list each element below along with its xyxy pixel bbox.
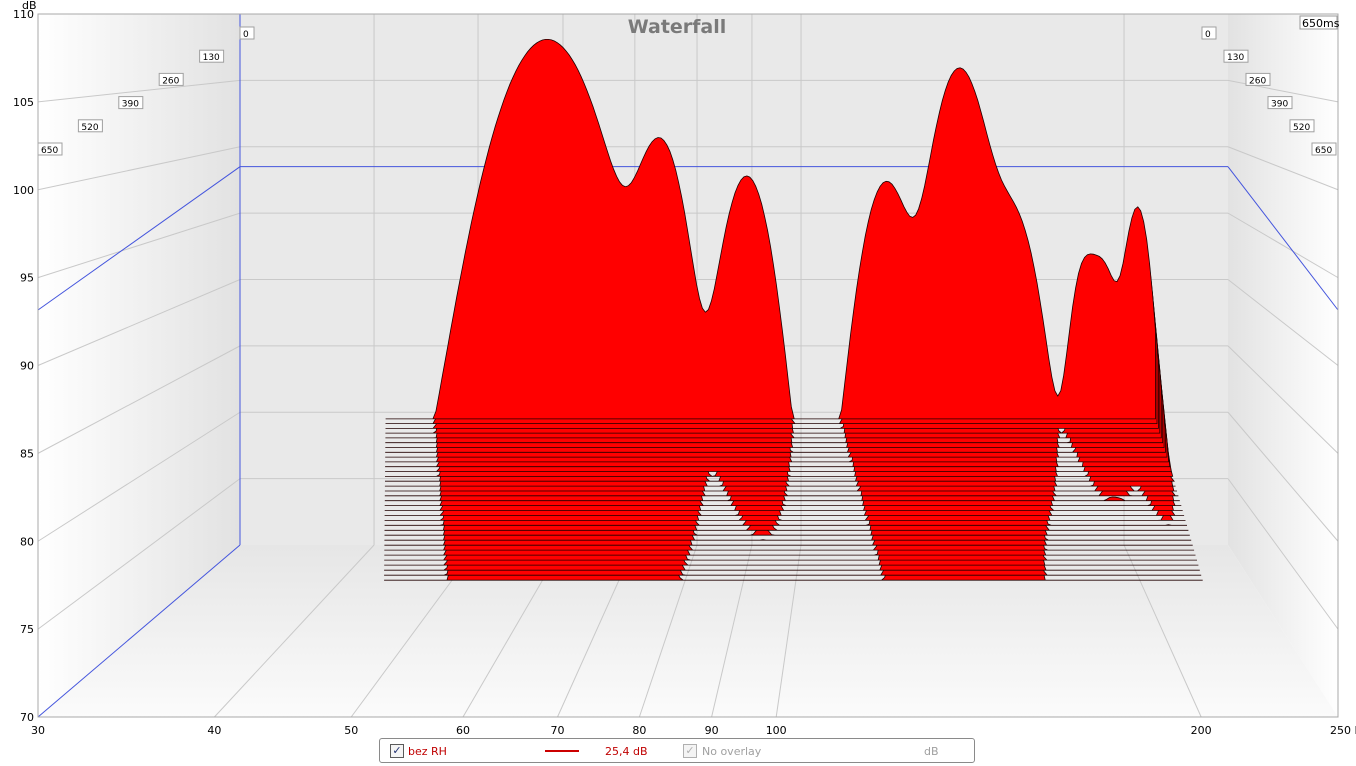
svg-text:650: 650: [1315, 146, 1332, 156]
y-tick-label: 85: [20, 447, 34, 460]
time-tick-right: 520: [1289, 119, 1315, 133]
y-tick-label: 70: [20, 711, 34, 724]
x-tick-label: 60: [456, 724, 470, 737]
svg-text:650ms: 650ms: [1302, 17, 1340, 30]
svg-text:520: 520: [81, 123, 98, 133]
chart-title: Waterfall: [628, 16, 727, 38]
chart-frame: [37, 13, 1339, 718]
time-tick-right: 130: [1223, 49, 1249, 63]
left-wall: [38, 14, 240, 717]
time-unit-box: 650ms: [1299, 15, 1340, 30]
x-tick-label: 100: [766, 724, 787, 737]
y-tick-label: 100: [13, 184, 34, 197]
time-tick-right: 650: [1311, 142, 1337, 156]
time-tick-left: 390: [118, 96, 144, 110]
legend-bar: ✓ bez RH 25,4 dB ✓ No overlay dB: [379, 738, 975, 763]
right-wall: [1228, 14, 1338, 717]
x-tick-label: 70: [551, 724, 565, 737]
y-axis-ticks: 110 105 100 95 90 85 80 75 70: [13, 8, 34, 724]
x-tick-label: 200: [1191, 724, 1212, 737]
x-axis-ticks: 30 40 50 60 70 80 90 100 200 250 Hz: [31, 724, 1356, 737]
time-tick-right: 390: [1267, 96, 1293, 110]
time-tick-left: 650: [37, 142, 63, 156]
series-label: bez RH: [408, 745, 447, 758]
x-tick-label: 80: [632, 724, 646, 737]
svg-text:130: 130: [1227, 53, 1244, 63]
y-tick-label: 95: [20, 272, 34, 285]
svg-text:0: 0: [243, 30, 249, 40]
svg-text:260: 260: [162, 76, 179, 86]
series-line-swatch: [545, 750, 579, 752]
svg-text:390: 390: [1271, 100, 1288, 110]
time-zero-frame: [37, 14, 1339, 718]
y-tick-label: 110: [13, 8, 34, 21]
waterfall-slices: [384, 39, 1203, 581]
time-tick-left: 130: [199, 49, 225, 63]
time-tick-left: 520: [77, 119, 103, 133]
svg-text:390: 390: [122, 100, 139, 110]
x-tick-label: 50: [344, 724, 358, 737]
time-tick-right: 0: [1201, 26, 1217, 40]
y-tick-label: 75: [20, 623, 34, 636]
time-axis-ticks: 0 130 260 390 520 650 0 130 260 390 520 650: [37, 26, 1337, 156]
overlay-unit: dB: [924, 745, 939, 758]
overlay-label: No overlay: [702, 745, 762, 758]
y-tick-label: 80: [20, 535, 34, 548]
time-tick-left: 260: [158, 72, 184, 86]
svg-text:520: 520: [1293, 123, 1310, 133]
x-tick-label: 90: [705, 724, 719, 737]
svg-text:130: 130: [203, 53, 220, 63]
y-tick-label: 105: [13, 96, 34, 109]
series-checkbox[interactable]: ✓: [390, 744, 404, 758]
y-tick-label: 90: [20, 360, 34, 373]
x-tick-label: 40: [207, 724, 221, 737]
overlay-checkbox[interactable]: ✓: [683, 744, 697, 758]
x-tick-label: 250 Hz: [1330, 724, 1356, 737]
y-unit-label: dB: [22, 0, 37, 12]
svg-text:0: 0: [1205, 30, 1211, 40]
svg-text:260: 260: [1249, 76, 1266, 86]
floor: [38, 545, 1338, 717]
time-tick-right: 260: [1245, 72, 1271, 86]
x-tick-label: 30: [31, 724, 45, 737]
time-tick-left: 0: [239, 26, 255, 40]
series-value: 25,4 dB: [605, 745, 648, 758]
svg-text:650: 650: [41, 146, 58, 156]
waterfall-slice: [385, 39, 1156, 420]
